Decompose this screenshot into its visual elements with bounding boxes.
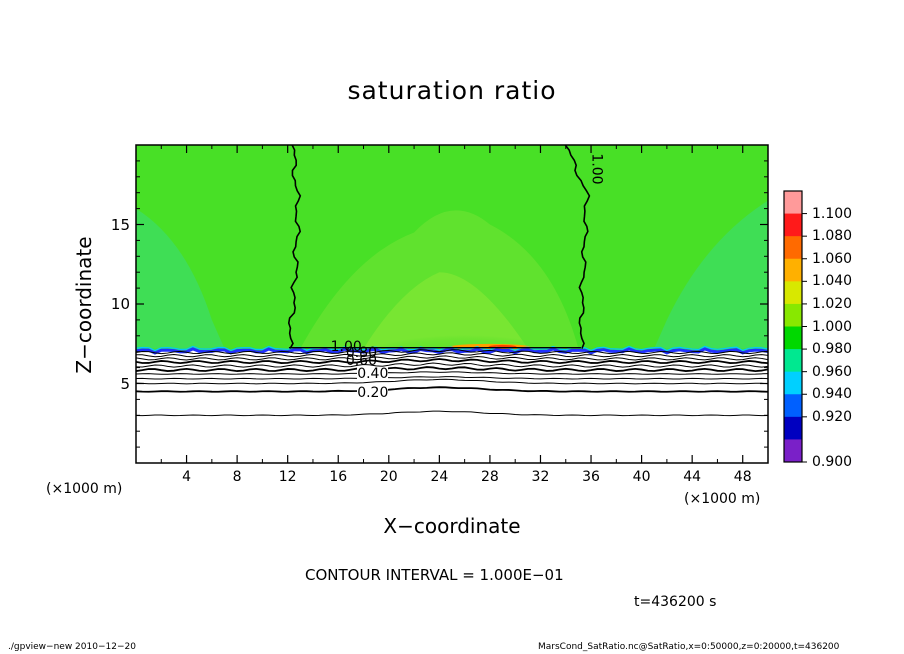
colorbar-swatch-7 — [784, 349, 802, 373]
contour-line-3 — [136, 358, 768, 365]
footer-right: MarsCond_SatRatio.nc@SatRatio,x=0:50000,… — [538, 642, 840, 652]
contour-line-9 — [136, 386, 768, 393]
x-tick-label-36: 36 — [582, 469, 600, 485]
colorbar-swatch-8 — [784, 371, 802, 395]
colorbar-label-7: 0.960 — [812, 363, 853, 380]
contour-label-1: 1.00 — [330, 338, 362, 355]
colorbar-swatch-1 — [784, 213, 802, 237]
x-tick-label-44: 44 — [683, 469, 702, 485]
contour-line-1 — [136, 352, 768, 358]
y-tick-label-5: 5 — [120, 374, 130, 393]
contour-line-0 — [136, 349, 768, 355]
x-tick-label-40: 40 — [632, 469, 651, 485]
colorbar-label-9: 0.920 — [812, 408, 853, 425]
x-axis-label: X−coordinate — [0, 514, 904, 538]
contour-label-3: 0.60 — [345, 353, 377, 370]
x-tick-label-28: 28 — [480, 469, 499, 485]
x-tick-label-12: 12 — [278, 469, 297, 485]
colorbar-swatch-0 — [784, 191, 802, 215]
colorbar-label-5: 1.000 — [812, 318, 853, 335]
contour-line-4 — [136, 362, 768, 368]
contour-line-6 — [136, 371, 768, 375]
field-right-side — [654, 200, 768, 349]
x-tick-label-4: 4 — [182, 469, 192, 485]
contour-label-5: 0.20 — [357, 385, 389, 402]
colorbar-label-3: 1.040 — [812, 273, 853, 290]
y-tick-label-15: 15 — [110, 215, 130, 234]
colorbar-swatch-3 — [784, 258, 802, 282]
colorbar-label-4: 1.020 — [812, 295, 853, 312]
colorbar-label-0: 1.100 — [812, 205, 853, 222]
colorbar-swatch-9 — [784, 394, 802, 418]
contour-label-0: 1.00 — [588, 153, 605, 185]
contour-left-1.00 — [287, 145, 302, 349]
field-left-side — [136, 208, 225, 349]
contour-line-10 — [136, 410, 768, 417]
field-lower-region — [136, 349, 768, 463]
colorbar-label-8: 0.940 — [812, 386, 853, 403]
colorbar-swatch-10 — [784, 416, 802, 440]
colorbar-label-1: 1.080 — [812, 228, 853, 245]
colorbar-swatch-4 — [784, 281, 802, 305]
x-axis-label-text: X−coordinate — [383, 514, 521, 538]
colorbar-label-2: 1.060 — [812, 250, 853, 267]
x-tick-label-24: 24 — [430, 469, 449, 485]
contour-label-2: 0.80 — [345, 345, 377, 362]
x-tick-label-8: 8 — [232, 469, 242, 485]
chart-title: saturation ratio — [347, 76, 557, 105]
x-unit-left: (×1000 m) — [46, 481, 123, 497]
colorbar-swatch-2 — [784, 236, 802, 260]
colorbar-swatch-6 — [784, 326, 802, 350]
colorbar-swatch-5 — [784, 303, 802, 327]
x-tick-label-32: 32 — [531, 469, 550, 485]
y-tick-label-10: 10 — [110, 295, 130, 313]
contour-label-4: 0.40 — [357, 365, 389, 382]
contour-line-7 — [136, 376, 768, 380]
x-unit-right: (×1000 m) — [684, 491, 761, 507]
colorbar-swatch-11 — [784, 439, 802, 463]
contour-right-1.00 — [564, 145, 591, 349]
y-axis-label: Z−coordinate — [72, 236, 96, 374]
x-tick-label-16: 16 — [329, 469, 348, 485]
time-stamp: t=436200 s — [634, 594, 717, 610]
colorbar-label-6: 0.980 — [812, 341, 853, 358]
x-tick-label-20: 20 — [379, 469, 398, 485]
contour-line-8 — [136, 378, 768, 385]
contour-interval: CONTOUR INTERVAL = 1.000E−01 — [305, 566, 564, 584]
footer-left: ./gpview−new 2010−12−20 — [8, 642, 136, 652]
x-tick-label-48: 48 — [733, 469, 752, 485]
contour-line-5 — [136, 366, 768, 372]
contour-line-2 — [136, 355, 768, 361]
colorbar-label-10: 0.900 — [812, 454, 853, 470]
